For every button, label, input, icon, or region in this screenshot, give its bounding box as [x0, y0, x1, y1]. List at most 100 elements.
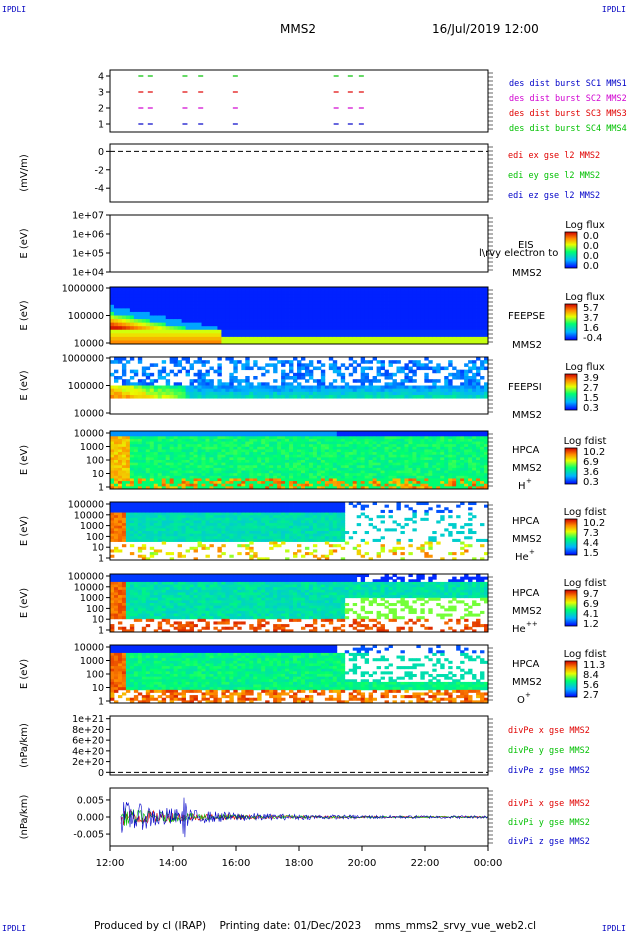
- hpca-h-panel-cell: [392, 460, 397, 464]
- hpca-h-panel-cell: [356, 483, 362, 487]
- hpca-h-panel-cell: [484, 460, 489, 464]
- feepsi-panel-cell: [412, 388, 417, 393]
- feepsi-panel-cell: [177, 382, 183, 386]
- feepse-panel-cell: [201, 304, 206, 309]
- hpca-he1-panel-cell: [137, 533, 143, 537]
- feepsi-panel-cell: [332, 385, 338, 390]
- hpca-h-panel-cell: [297, 452, 302, 456]
- hpca-h-panel-cell: [209, 438, 214, 442]
- feepsi-panel-cell: [328, 395, 334, 399]
- hpca-h-panel-cell: [237, 452, 242, 456]
- feepse-panel-cell: [428, 336, 433, 341]
- feepse-panel-cell: [261, 287, 266, 291]
- hpca-h-panel-cell: [428, 431, 433, 435]
- hpca-h-panel-cell: [177, 475, 183, 479]
- feepse-panel-cell: [480, 336, 485, 341]
- hpca-h-panel-cell: [316, 454, 322, 458]
- hpca-h-panel-cell: [440, 462, 445, 466]
- hpca-h-panel-cell: [129, 473, 135, 477]
- feepse-panel-cell: [289, 329, 294, 334]
- feepse-panel-cell: [480, 326, 485, 331]
- feepse-panel-cell: [121, 311, 127, 316]
- hpca-h-panel-cell: [245, 431, 250, 435]
- feepsi-panel-cell: [261, 391, 266, 396]
- hpca-h-panel-cell: [141, 483, 147, 487]
- feepse-panel-cell: [157, 340, 163, 345]
- hpca-h-panel-cell: [440, 475, 445, 479]
- hpca-h-panel-cell: [464, 441, 469, 445]
- hpca-h-panel-cell: [400, 465, 405, 469]
- feepsi-panel-cell: [157, 376, 163, 380]
- feepse-panel-cell: [181, 290, 186, 295]
- feepsi-panel-cell: [472, 372, 477, 377]
- hpca-h-panel-cell: [380, 478, 385, 482]
- feepse-panel-cell: [424, 304, 429, 309]
- feepsi-panel-cell: [308, 388, 314, 393]
- hpca-h-panel-cell: [308, 478, 314, 482]
- hpca-h-panel-cell: [129, 478, 135, 482]
- hpca-h-panel-cell: [448, 475, 453, 479]
- hpca-h-panel-cell: [273, 473, 278, 477]
- hpca-h-panel-cell: [197, 431, 202, 435]
- feepsi-panel-cell: [289, 388, 294, 393]
- hpca-h-panel-cell: [165, 436, 171, 440]
- hpca-he1-panel-cell: [177, 523, 183, 527]
- feepse-panel-cell: [444, 340, 449, 345]
- hpca-h-panel-cell: [388, 465, 393, 469]
- feepsi-panel-cell: [396, 388, 401, 393]
- hpca-h-panel-cell: [348, 452, 354, 456]
- feepse-panel-cell: [336, 290, 342, 295]
- feepse-panel-cell: [364, 315, 370, 320]
- feepse-panel-cell: [356, 301, 362, 306]
- hpca-h-panel-cell: [201, 486, 206, 490]
- hpca-h-panel-cell: [233, 431, 238, 435]
- feepse-panel-cell: [468, 308, 473, 313]
- hpca-h-panel-cell: [356, 446, 362, 450]
- feepse-panel-cell: [113, 329, 119, 334]
- feepsi-panel-cell: [169, 360, 175, 364]
- hpca-h-panel-cell: [193, 486, 198, 490]
- hpca-h-panel-cell: [416, 462, 421, 466]
- hpca-he1-panel-cell: [197, 533, 202, 537]
- feepse-panel-cell: [444, 287, 449, 291]
- hpca-h-panel-cell: [476, 433, 481, 437]
- hpca-h-panel-cell: [217, 433, 222, 437]
- hpca-h-panel-cell: [221, 460, 226, 464]
- feepse-panel-cell: [189, 297, 194, 302]
- feepsi-panel-cell: [392, 379, 397, 383]
- hpca-he1-panel-cell: [189, 512, 194, 516]
- hpca-he1-panel-cell: [181, 509, 186, 513]
- hpca-h-panel-cell: [420, 438, 425, 442]
- feepse-panel-cell: [253, 304, 258, 309]
- feepse-panel-cell: [173, 329, 179, 334]
- feepse-panel-cell: [308, 304, 314, 309]
- hpca-h-panel-cell: [324, 436, 330, 440]
- hpca-he1-panel-cell: [181, 538, 186, 542]
- hpca-h-panel-cell: [145, 457, 151, 461]
- feepse-panel-cell: [110, 304, 115, 309]
- hpca-h-panel-cell: [161, 457, 167, 461]
- feepsi-panel-cell: [332, 395, 338, 399]
- feepsi-panel-cell: [396, 382, 401, 386]
- hpca-h-panel-cell: [217, 483, 222, 487]
- hpca-h-panel-cell: [312, 441, 318, 445]
- hpca-h-panel-cell: [312, 467, 318, 471]
- hpca-he1-panel-cell: [161, 538, 167, 542]
- feepsi-panel-cell: [460, 395, 465, 399]
- hpca-he1-panel-cell: [197, 538, 202, 542]
- feepsi-panel-cell: [201, 395, 206, 399]
- feepsi-panel-cell: [328, 388, 334, 393]
- feepse-panel-cell: [117, 315, 123, 320]
- feepse-panel-cell: [408, 294, 413, 299]
- hpca-h-panel-cell: [400, 481, 405, 485]
- hpca-h-panel-cell: [297, 467, 302, 471]
- feepse-panel-cell: [217, 290, 222, 295]
- feepsi-panel-cell: [448, 360, 453, 364]
- hpca-h-panel-cell: [436, 478, 441, 482]
- hpca-h-panel-cell: [380, 457, 385, 461]
- feepse-panel-cell: [253, 336, 258, 341]
- feepse-panel-cell: [165, 301, 171, 306]
- feepsi-panel-cell: [472, 363, 477, 367]
- feepse-panel-cell: [456, 340, 461, 345]
- hpca-h-panel-cell: [440, 465, 445, 469]
